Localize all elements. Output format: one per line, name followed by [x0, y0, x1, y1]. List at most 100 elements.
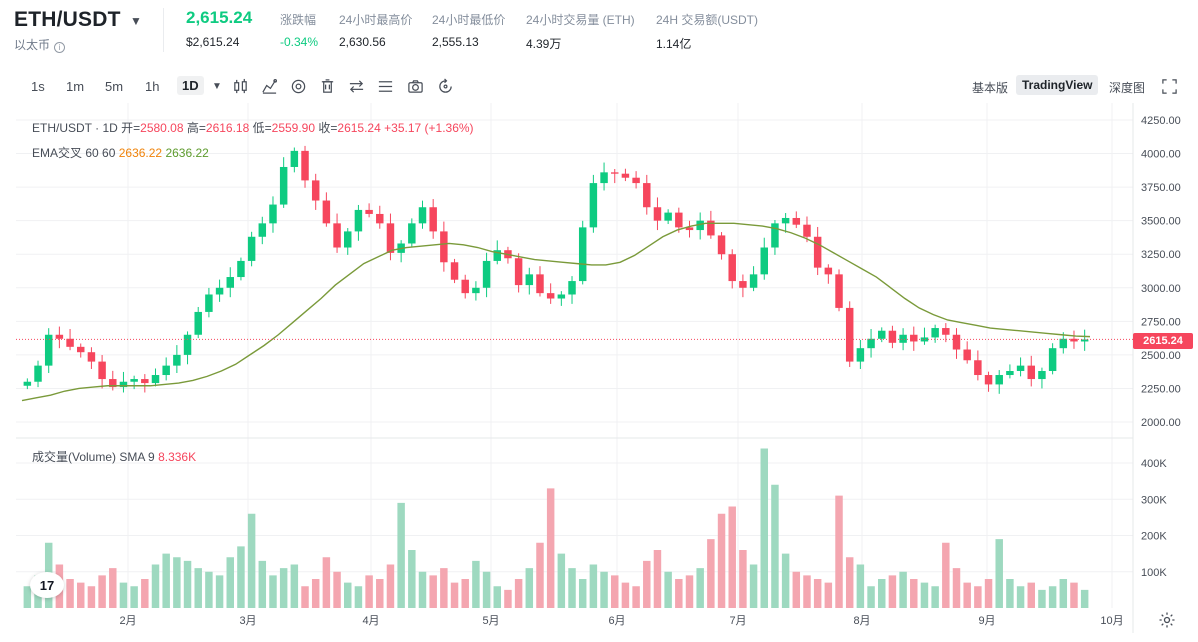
volume-legend[interactable]: 成交量(Volume) SMA 9 8.336K [32, 448, 196, 465]
view-basic[interactable]: 基本版 [972, 81, 1009, 95]
volume-bar [472, 560, 480, 608]
compare-icon[interactable] [347, 77, 365, 95]
timeframe-dropdown-icon[interactable]: ▼ [212, 80, 222, 92]
price-tick-label: 3750.00 [1141, 182, 1181, 194]
volume-bar [87, 586, 96, 608]
volume-bar [910, 579, 918, 608]
volume-bar [771, 484, 779, 608]
volume-bar [1027, 582, 1035, 608]
stat-value-high: 2,630.56 [339, 35, 386, 49]
timeframe-5m[interactable]: 5m [105, 79, 124, 94]
timeframe-1d[interactable]: 1D [177, 76, 204, 95]
legend-high-label: 高= [186, 121, 206, 135]
candle-body [1048, 348, 1057, 371]
candle-body [707, 220, 715, 236]
candle-body [1059, 338, 1068, 349]
candle-style-icon[interactable] [231, 77, 249, 95]
timeframe-1s[interactable]: 1s [31, 79, 45, 94]
settings-icon[interactable] [289, 77, 307, 95]
volume-axis: 400K 300K 200K 100K [1141, 458, 1167, 579]
volume-bar [461, 579, 469, 608]
ema-label: EMA交叉 60 60 [32, 146, 116, 160]
volume-bar [536, 542, 544, 608]
sma-value: 8.336K [158, 450, 197, 464]
candle-body [920, 337, 929, 342]
volume-bar [247, 513, 256, 608]
stat-label-change: 涨跌幅 [280, 13, 317, 27]
candle-body [611, 172, 619, 174]
volume-bar [514, 579, 523, 608]
candle-body [728, 254, 736, 282]
replay-icon[interactable] [436, 77, 454, 95]
volume-tick-label: 300K [1141, 494, 1167, 506]
info-icon[interactable]: i [54, 42, 66, 53]
candle-body [803, 224, 811, 237]
candle-body [910, 334, 918, 342]
volume-bar [386, 564, 395, 608]
ema-legend[interactable]: EMA交叉 60 60 2636.22 2636.22 [32, 144, 209, 161]
time-axis: 2月 3月 4月 5月 6月 7月 8月 9月 10月 [119, 615, 1123, 627]
candle-body [749, 274, 758, 288]
candle-body [376, 213, 384, 224]
divider [163, 8, 164, 52]
volume-bar [578, 579, 587, 608]
volume-bar [728, 506, 736, 608]
pair-selector[interactable]: ETH/USDT [14, 8, 121, 31]
list-icon[interactable] [376, 77, 394, 95]
candle-body [130, 379, 138, 382]
candle-body [87, 352, 96, 362]
volume-bar [226, 557, 234, 608]
candle-body [34, 365, 42, 382]
candle-body [344, 231, 352, 248]
candle-body [151, 375, 160, 384]
volume-bar [696, 568, 704, 608]
candles [23, 145, 1089, 394]
volume-bar [130, 586, 138, 608]
gear-icon[interactable] [1158, 611, 1176, 629]
view-depth[interactable]: 深度图 [1109, 81, 1146, 95]
volume-bar [749, 564, 758, 608]
candle-body [568, 281, 576, 295]
camera-icon[interactable] [406, 77, 424, 95]
volume-bar [173, 557, 181, 608]
candle-body [653, 207, 662, 221]
volume-bar [482, 571, 491, 608]
candle-body [557, 294, 566, 299]
price-chart[interactable]: 4250.00 4000.00 3750.00 3500.00 3250.00 3000.… [0, 103, 1198, 642]
price-tick-label: 3250.00 [1141, 249, 1181, 261]
volume-bar [1006, 579, 1014, 608]
volume-bar [963, 582, 971, 608]
candle-body [269, 204, 277, 224]
volume-bar [525, 568, 534, 608]
price-tick-label: 3500.00 [1141, 216, 1181, 228]
chevron-down-icon[interactable]: ▼ [130, 14, 142, 28]
tradingview-logo[interactable]: 17 [30, 572, 64, 598]
price-tick-label: 2000.00 [1141, 417, 1181, 429]
timeframe-1h[interactable]: 1h [145, 79, 160, 94]
volume-bar [653, 550, 662, 608]
candle-body [931, 328, 939, 338]
fullscreen-icon[interactable] [1160, 77, 1178, 95]
volume-bar [546, 488, 555, 608]
candle-body [450, 262, 459, 280]
view-tradingview[interactable]: TradingView [1016, 75, 1099, 95]
volume-bar [792, 571, 801, 608]
timeframe-1m[interactable]: 1m [66, 79, 85, 94]
volume-bar [440, 568, 448, 608]
indicators-icon[interactable] [260, 77, 278, 95]
volume-bar [920, 582, 929, 608]
stat-label-volume-eth: 24小时交易量 (ETH) [526, 13, 635, 27]
candle-body [258, 223, 267, 237]
candle-body [856, 348, 865, 362]
volume-bar [888, 575, 897, 608]
candle-body [717, 235, 726, 255]
candle-body [878, 330, 886, 339]
candle-body [408, 223, 416, 244]
price-tick-label: 2500.00 [1141, 350, 1181, 362]
candle-body [247, 236, 256, 261]
ema-value-a: 2636.22 [118, 146, 163, 160]
delete-icon[interactable] [318, 77, 336, 95]
volume-bar [151, 564, 160, 608]
volume-bar [408, 550, 416, 608]
volume-bar [1080, 589, 1089, 608]
